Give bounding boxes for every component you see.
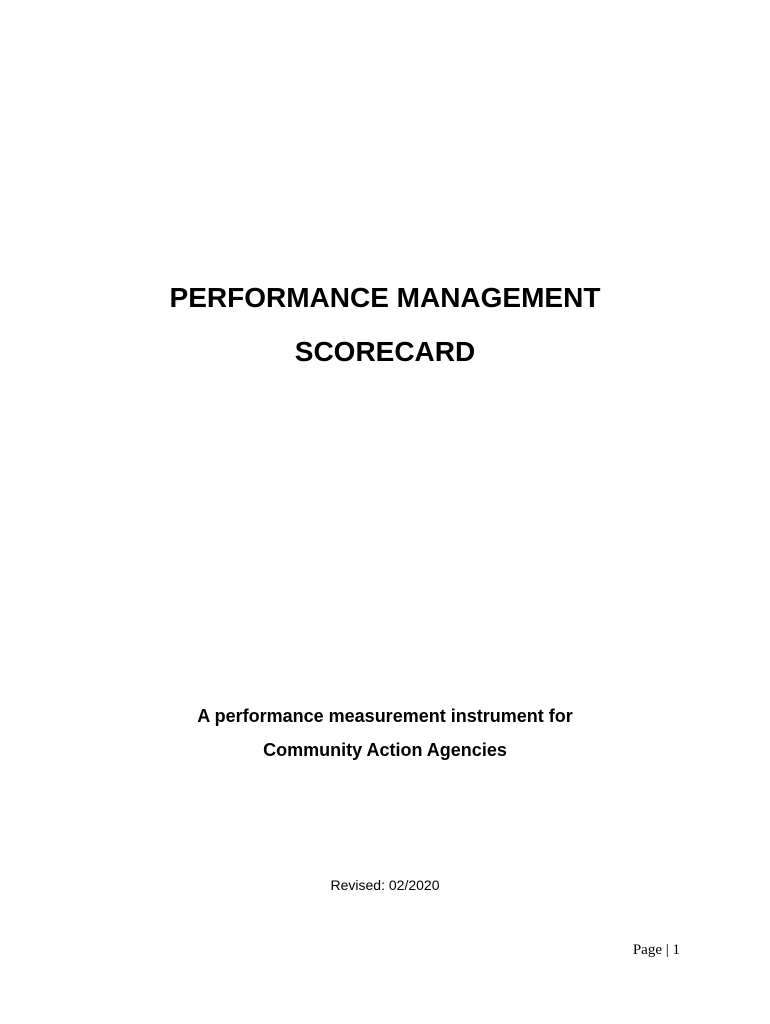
- subtitle-line-1: A performance measurement instrument for: [197, 706, 573, 726]
- subtitle-line-2: Community Action Agencies: [263, 740, 507, 760]
- revised-date: Revised: 02/2020: [330, 877, 440, 893]
- page-number: Page | 1: [632, 942, 680, 958]
- title-line-1: PERFORMANCE MANAGEMENT: [169, 282, 601, 313]
- title-line-2: SCORECARD: [294, 336, 476, 367]
